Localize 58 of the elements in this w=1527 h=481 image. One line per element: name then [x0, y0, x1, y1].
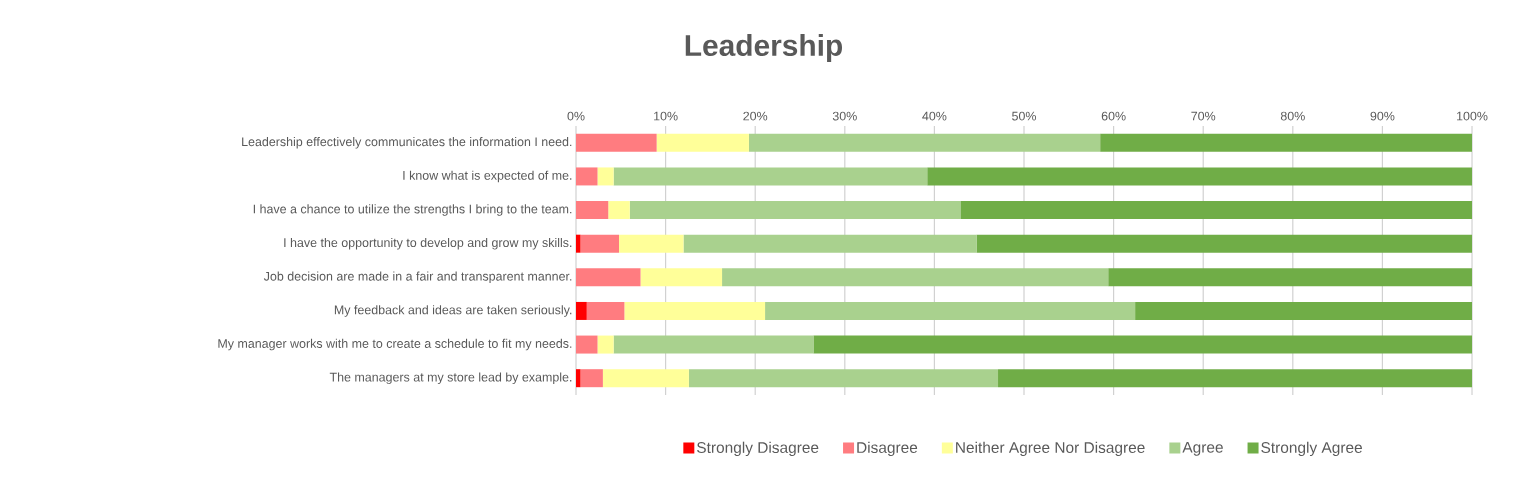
bar [586, 301, 625, 320]
bar [1108, 268, 1473, 287]
bar [976, 234, 1473, 253]
bar [597, 167, 614, 186]
bar [576, 268, 641, 287]
x-tick-label: 90% [1370, 111, 1395, 121]
x-tick-label: 70% [1191, 111, 1216, 121]
bar [619, 234, 684, 253]
y-tick-label: Leadership effectively communicates the information I need. [242, 137, 572, 149]
legend-label: Strongly Disagree [697, 441, 819, 457]
y-tick-label: I have the opportunity to develop and grow my skills. [284, 237, 572, 250]
bar [580, 234, 620, 253]
y-tick-label: My feedback and ideas are taken seriously. [334, 305, 572, 317]
y-tick-label: My manager works with me to create a schedule to fit my needs. [218, 338, 572, 351]
bar [597, 335, 614, 354]
bar [608, 201, 630, 220]
bar [656, 133, 749, 152]
y-tick-label: Job decision are made in a fair and transparent manner. [263, 271, 572, 284]
bar [765, 301, 1136, 320]
bar [576, 335, 598, 354]
x-tick-label: 40% [922, 111, 947, 121]
x-tick-label: 60% [1101, 111, 1126, 121]
x-tick-label: 20% [743, 111, 768, 121]
x-tick-label: 50% [1012, 111, 1037, 121]
x-tick-label: 100% [1457, 111, 1488, 121]
x-tick-label: 80% [1280, 111, 1305, 121]
bar [688, 369, 999, 388]
bar [748, 133, 1101, 152]
y-tick-label: The managers at my store lead by example. [329, 372, 572, 384]
legend-label: Neither Agree Nor Disagree [956, 441, 1145, 457]
bar [576, 167, 598, 186]
legend-label: Disagree [857, 441, 918, 457]
bar [683, 234, 977, 253]
bar [576, 301, 587, 320]
bar [722, 268, 1109, 287]
bar [998, 369, 1473, 388]
bar [576, 201, 609, 220]
chart-title: Leadership [685, 34, 842, 62]
bar [580, 369, 603, 388]
x-tick-label: 10% [654, 111, 678, 121]
bar [613, 167, 928, 186]
bar [629, 201, 961, 220]
bar [927, 167, 1473, 186]
bar [602, 369, 689, 388]
bar [813, 335, 1473, 354]
legend-label: Agree [1182, 441, 1223, 456]
bar [1135, 301, 1473, 320]
bar [613, 335, 814, 354]
bar [576, 133, 657, 152]
y-tick-label: I have a chance to utilize the strengths I bring to the team. [253, 204, 572, 216]
x-tick-label: 0% [567, 111, 585, 121]
bar [640, 268, 723, 287]
bar [960, 201, 1473, 220]
bar [1100, 133, 1473, 152]
y-tick-label: I know what is expected of me. [403, 170, 572, 183]
bar [624, 301, 766, 320]
x-tick-label: 30% [832, 111, 857, 121]
legend-label: Strongly Agree [1261, 441, 1362, 457]
